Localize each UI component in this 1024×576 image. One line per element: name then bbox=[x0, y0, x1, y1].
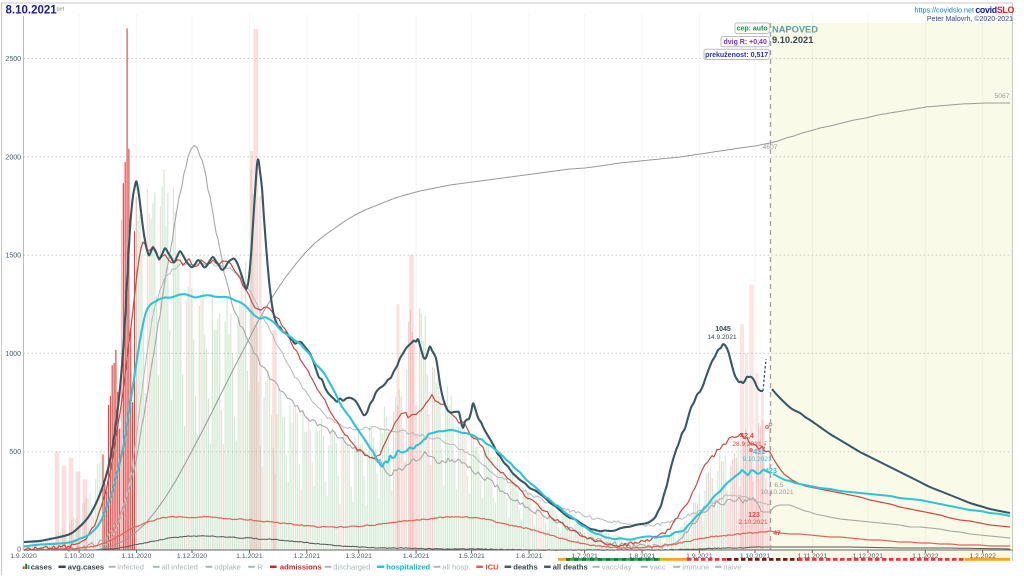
svg-text:1000: 1000 bbox=[5, 351, 21, 358]
svg-text:dvig R: +0,40: dvig R: +0,40 bbox=[723, 39, 766, 46]
svg-text:avg.cases: avg.cases bbox=[68, 562, 104, 571]
svg-text:1.5.2021: 1.5.2021 bbox=[458, 553, 485, 560]
svg-text:4607: 4607 bbox=[762, 144, 777, 151]
svg-text:1.1.2022: 1.1.2022 bbox=[912, 553, 939, 560]
svg-text:1.10.2020: 1.10.2020 bbox=[64, 553, 94, 560]
svg-text:ICU: ICU bbox=[486, 562, 500, 571]
svg-text:1.1.2021: 1.1.2021 bbox=[236, 553, 263, 560]
svg-text:5067: 5067 bbox=[994, 93, 1009, 100]
svg-text:cep: auto: cep: auto bbox=[737, 26, 768, 33]
svg-text:47: 47 bbox=[773, 530, 781, 537]
svg-text:8.10.2021: 8.10.2021 bbox=[6, 5, 58, 17]
svg-text:6,5: 6,5 bbox=[774, 482, 784, 489]
svg-text:1.7.2021: 1.7.2021 bbox=[571, 553, 598, 560]
svg-text:1.6.2021: 1.6.2021 bbox=[516, 553, 543, 560]
svg-text:1.12.2020: 1.12.2020 bbox=[177, 553, 207, 560]
svg-text:all infected: all infected bbox=[162, 562, 198, 571]
svg-text:infected: infected bbox=[117, 562, 144, 571]
svg-text:prekuženost: 0,517: prekuženost: 0,517 bbox=[705, 52, 768, 59]
svg-text:123: 123 bbox=[748, 512, 760, 519]
svg-text:all hosp.: all hosp. bbox=[442, 562, 470, 571]
svg-text:https://covidslo.net: https://covidslo.net bbox=[914, 5, 974, 14]
svg-text:2000: 2000 bbox=[5, 154, 21, 161]
svg-text:1.11.2021: 1.11.2021 bbox=[798, 553, 828, 560]
svg-text:1.10.2021: 1.10.2021 bbox=[740, 553, 770, 560]
svg-text:R: R bbox=[258, 562, 264, 571]
svg-text:1.9.2021: 1.9.2021 bbox=[686, 553, 713, 560]
svg-text:423: 423 bbox=[765, 468, 777, 475]
svg-text:1.2.2022: 1.2.2022 bbox=[969, 553, 996, 560]
svg-text:500: 500 bbox=[9, 449, 21, 456]
svg-text:1.8.2021: 1.8.2021 bbox=[629, 553, 656, 560]
svg-text:all deaths: all deaths bbox=[553, 562, 588, 571]
svg-text:discharged: discharged bbox=[333, 562, 370, 571]
svg-text:1500: 1500 bbox=[5, 253, 21, 260]
svg-text:admissions: admissions bbox=[280, 562, 322, 571]
svg-text:NAPOVED: NAPOVED bbox=[772, 25, 818, 35]
svg-text:2500: 2500 bbox=[5, 56, 21, 63]
svg-text:immune: immune bbox=[682, 562, 709, 571]
svg-text:hospitalized: hospitalized bbox=[386, 562, 430, 571]
svg-text:naive: naive bbox=[723, 562, 741, 571]
svg-text:9.10.2021: 9.10.2021 bbox=[742, 456, 772, 463]
svg-text:deaths: deaths bbox=[513, 562, 537, 571]
svg-text:1.11.2020: 1.11.2020 bbox=[122, 553, 152, 560]
svg-text:1.4.2021: 1.4.2021 bbox=[403, 553, 430, 560]
svg-text:42,4: 42,4 bbox=[740, 433, 754, 440]
svg-text:covidSLO: covidSLO bbox=[975, 5, 1014, 15]
svg-text:431: 431 bbox=[753, 449, 765, 456]
svg-text:1.3.2021: 1.3.2021 bbox=[345, 553, 372, 560]
svg-text:28.9.2021: 28.9.2021 bbox=[732, 441, 762, 448]
svg-text:odplake: odplake bbox=[214, 562, 241, 571]
svg-text:vacc/day: vacc/day bbox=[602, 562, 632, 571]
svg-text:1045: 1045 bbox=[715, 326, 731, 333]
svg-text:14.9.2021: 14.9.2021 bbox=[707, 334, 737, 341]
svg-text:cases: cases bbox=[31, 562, 52, 571]
svg-text:vacc: vacc bbox=[650, 562, 666, 571]
svg-text:2.10.2021: 2.10.2021 bbox=[738, 519, 768, 526]
svg-text:0: 0 bbox=[17, 547, 21, 554]
svg-text:1.12.2021: 1.12.2021 bbox=[853, 553, 883, 560]
svg-text:1.9.2020: 1.9.2020 bbox=[10, 553, 37, 560]
svg-text:10.10.2021: 10.10.2021 bbox=[760, 489, 793, 496]
svg-text:Peter Malovrh, ©2020-2021: Peter Malovrh, ©2020-2021 bbox=[927, 15, 1013, 23]
svg-text:pet: pet bbox=[57, 7, 65, 13]
svg-text:1.2.2021: 1.2.2021 bbox=[294, 553, 321, 560]
svg-text:9.10.2021: 9.10.2021 bbox=[772, 35, 813, 45]
